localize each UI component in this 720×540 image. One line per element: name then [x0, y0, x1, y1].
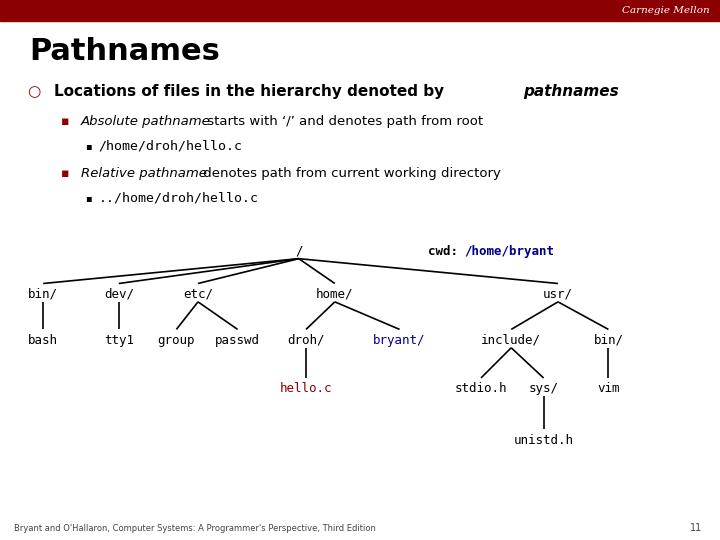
- Text: hello.c: hello.c: [280, 382, 332, 395]
- Text: dev/: dev/: [104, 288, 134, 301]
- Text: bin/: bin/: [28, 288, 58, 301]
- Text: Locations of files in the hierarchy denoted by: Locations of files in the hierarchy deno…: [54, 84, 449, 99]
- Text: stdio.h: stdio.h: [455, 382, 507, 395]
- Text: /: /: [295, 245, 302, 258]
- Text: bryant/: bryant/: [374, 334, 426, 347]
- Text: Relative pathname: Relative pathname: [81, 167, 207, 180]
- Text: Absolute pathname: Absolute pathname: [81, 115, 210, 128]
- Text: ▪: ▪: [61, 115, 70, 128]
- Text: passwd: passwd: [215, 334, 260, 347]
- Text: sys/: sys/: [528, 382, 559, 395]
- Text: unistd.h: unistd.h: [513, 434, 574, 447]
- Text: group: group: [158, 334, 195, 347]
- Text: droh/: droh/: [287, 334, 325, 347]
- Text: home/: home/: [316, 288, 354, 301]
- Text: vim: vim: [597, 382, 620, 395]
- Bar: [0, 0, 720, 21]
- Text: ../home/droh/hello.c: ../home/droh/hello.c: [99, 192, 258, 205]
- Text: ▪: ▪: [61, 167, 70, 180]
- Text: denotes path from current working directory: denotes path from current working direct…: [199, 167, 501, 180]
- Text: ▪: ▪: [85, 193, 91, 203]
- Text: tty1: tty1: [104, 334, 134, 347]
- Text: ○: ○: [27, 84, 40, 99]
- Text: Carnegie Mellon: Carnegie Mellon: [621, 6, 709, 15]
- Text: /home/droh/hello.c: /home/droh/hello.c: [99, 139, 243, 152]
- Text: include/: include/: [481, 334, 541, 347]
- Text: bin/: bin/: [593, 334, 624, 347]
- Text: Pathnames: Pathnames: [29, 37, 220, 66]
- Text: ▪: ▪: [85, 141, 91, 151]
- Text: starts with ‘/’ and denotes path from root: starts with ‘/’ and denotes path from ro…: [203, 115, 483, 128]
- Text: pathnames: pathnames: [523, 84, 618, 99]
- Text: Bryant and O'Hallaron, Computer Systems: A Programmer's Perspective, Third Editi: Bryant and O'Hallaron, Computer Systems:…: [14, 524, 377, 532]
- Text: etc/: etc/: [183, 288, 213, 301]
- Text: /home/bryant: /home/bryant: [464, 245, 554, 258]
- Text: cwd:: cwd:: [428, 245, 459, 258]
- Text: usr/: usr/: [543, 288, 573, 301]
- Text: 11: 11: [690, 523, 702, 533]
- Text: bash: bash: [28, 334, 58, 347]
